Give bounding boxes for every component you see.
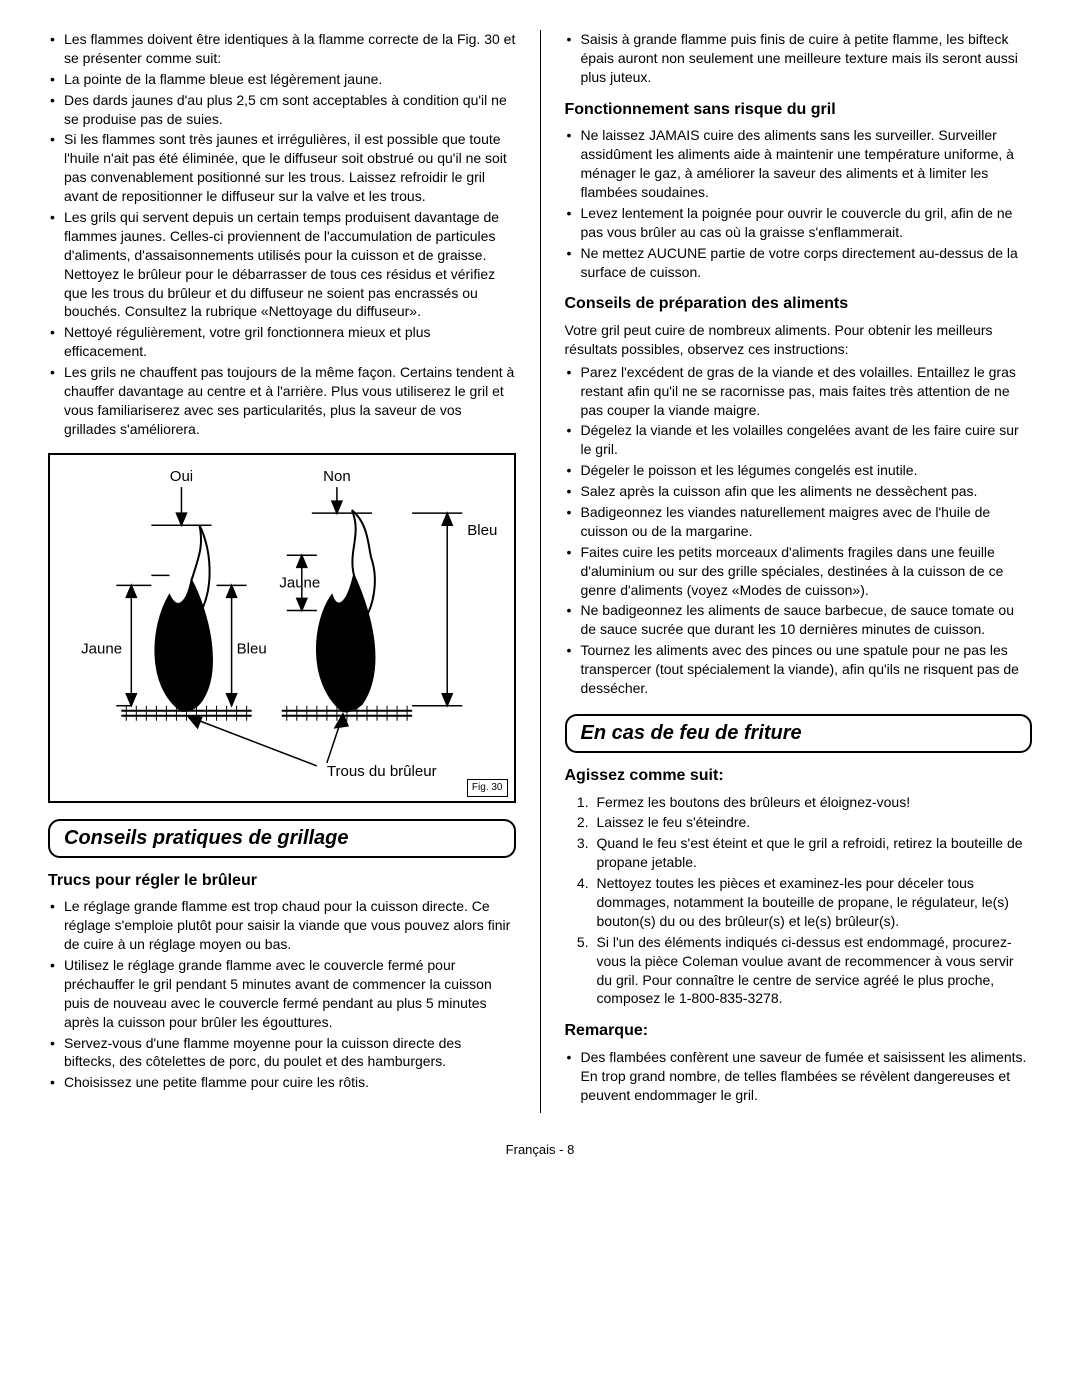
list-item: Saisis à grande flamme puis finis de cui…: [565, 30, 1033, 87]
two-column-layout: Les flammes doivent être identiques à la…: [48, 30, 1032, 1113]
list-item: Utilisez le réglage grande flamme avec l…: [48, 956, 516, 1032]
list-item: Parez l'excédent de gras de la viande et…: [565, 363, 1033, 420]
figure-caption: Fig. 30: [467, 779, 508, 797]
list-item: Les grils qui servent depuis un certain …: [48, 208, 516, 321]
list-item: Des flambées confèrent une saveur de fum…: [565, 1048, 1033, 1105]
list-item: Si les flammes sont très jaunes et irrég…: [48, 130, 516, 206]
list-item: Dégelez la viande et les volailles conge…: [565, 421, 1033, 459]
list-item: Les grils ne chauffent pas toujours de l…: [48, 363, 516, 439]
sub2-intro: Votre gril peut cuire de nombreux alimen…: [565, 321, 1033, 359]
list-item: Salez après la cuisson afin que les alim…: [565, 482, 1033, 501]
list-item: Le réglage grande flamme est trop chaud …: [48, 897, 516, 954]
list-item: Quand le feu s'est éteint et que le gril…: [593, 834, 1033, 872]
list-item: Nettoyez toutes les pièces et examinez-l…: [593, 874, 1033, 931]
list-item: Servez-vous d'une flamme moyenne pour la…: [48, 1034, 516, 1072]
list-item: Ne laissez JAMAIS cuire des aliments san…: [565, 126, 1033, 202]
list-item: Les flammes doivent être identiques à la…: [48, 30, 516, 68]
label-oui: Oui: [170, 468, 193, 485]
right-column: Saisis à grande flamme puis finis de cui…: [541, 30, 1033, 1113]
page-footer: Français - 8: [48, 1141, 1032, 1159]
right-sub4-bullets: Des flambées confèrent une saveur de fum…: [565, 1048, 1033, 1105]
subhead-conseils-prep: Conseils de préparation des aliments: [565, 293, 1033, 315]
label-jaune-left: Jaune: [81, 640, 122, 657]
list-item: Laissez le feu s'éteindre.: [593, 813, 1033, 832]
flame-figure: Oui Non Bleu Jaune Jaune Bleu Trous du b…: [48, 453, 516, 803]
list-item: Fermez les boutons des brûleurs et éloig…: [593, 793, 1033, 812]
left-top-bullets: Les flammes doivent être identiques à la…: [48, 30, 516, 439]
right-top-bullets: Saisis à grande flamme puis finis de cui…: [565, 30, 1033, 87]
list-item: Si l'un des éléments indiqués ci-dessus …: [593, 933, 1033, 1009]
list-item: Tournez les aliments avec des pinces ou …: [565, 641, 1033, 698]
list-item: Ne mettez AUCUNE partie de votre corps d…: [565, 244, 1033, 282]
right-sub2-bullets: Parez l'excédent de gras de la viande et…: [565, 363, 1033, 698]
flame-diagram-svg: Oui Non Bleu Jaune Jaune Bleu Trous du b…: [50, 455, 514, 801]
right-sub3-list: Fermez les boutons des brûleurs et éloig…: [565, 793, 1033, 1009]
subhead-trucs-bruleur: Trucs pour régler le brûleur: [48, 870, 516, 892]
right-sub1-bullets: Ne laissez JAMAIS cuire des aliments san…: [565, 126, 1033, 281]
label-bleu-right: Bleu: [467, 522, 497, 539]
left-column: Les flammes doivent être identiques à la…: [48, 30, 541, 1113]
label-trous: Trous du brûleur: [327, 763, 437, 780]
list-item: Nettoyé régulièrement, votre gril foncti…: [48, 323, 516, 361]
list-item: La pointe de la flamme bleue est légèrem…: [48, 70, 516, 89]
section-conseils-grillage: Conseils pratiques de grillage: [48, 819, 516, 858]
subhead-fonctionnement: Fonctionnement sans risque du gril: [565, 99, 1033, 121]
subhead-remarque: Remarque:: [565, 1020, 1033, 1042]
section-feu-friture: En cas de feu de friture: [565, 714, 1033, 753]
list-item: Faites cuire les petits morceaux d'alime…: [565, 543, 1033, 600]
label-non: Non: [323, 468, 351, 485]
list-item: Choisissez une petite flamme pour cuire …: [48, 1073, 516, 1092]
list-item: Des dards jaunes d'au plus 2,5 cm sont a…: [48, 91, 516, 129]
list-item: Levez lentement la poignée pour ouvrir l…: [565, 204, 1033, 242]
label-bleu-mid: Bleu: [237, 640, 267, 657]
left-sub1-bullets: Le réglage grande flamme est trop chaud …: [48, 897, 516, 1092]
subhead-agissez: Agissez comme suit:: [565, 765, 1033, 787]
list-item: Dégeler le poisson et les légumes congel…: [565, 461, 1033, 480]
list-item: Badigeonnez les viandes naturellement ma…: [565, 503, 1033, 541]
label-jaune-mid: Jaune: [279, 574, 320, 591]
list-item: Ne badigeonnez les aliments de sauce bar…: [565, 601, 1033, 639]
